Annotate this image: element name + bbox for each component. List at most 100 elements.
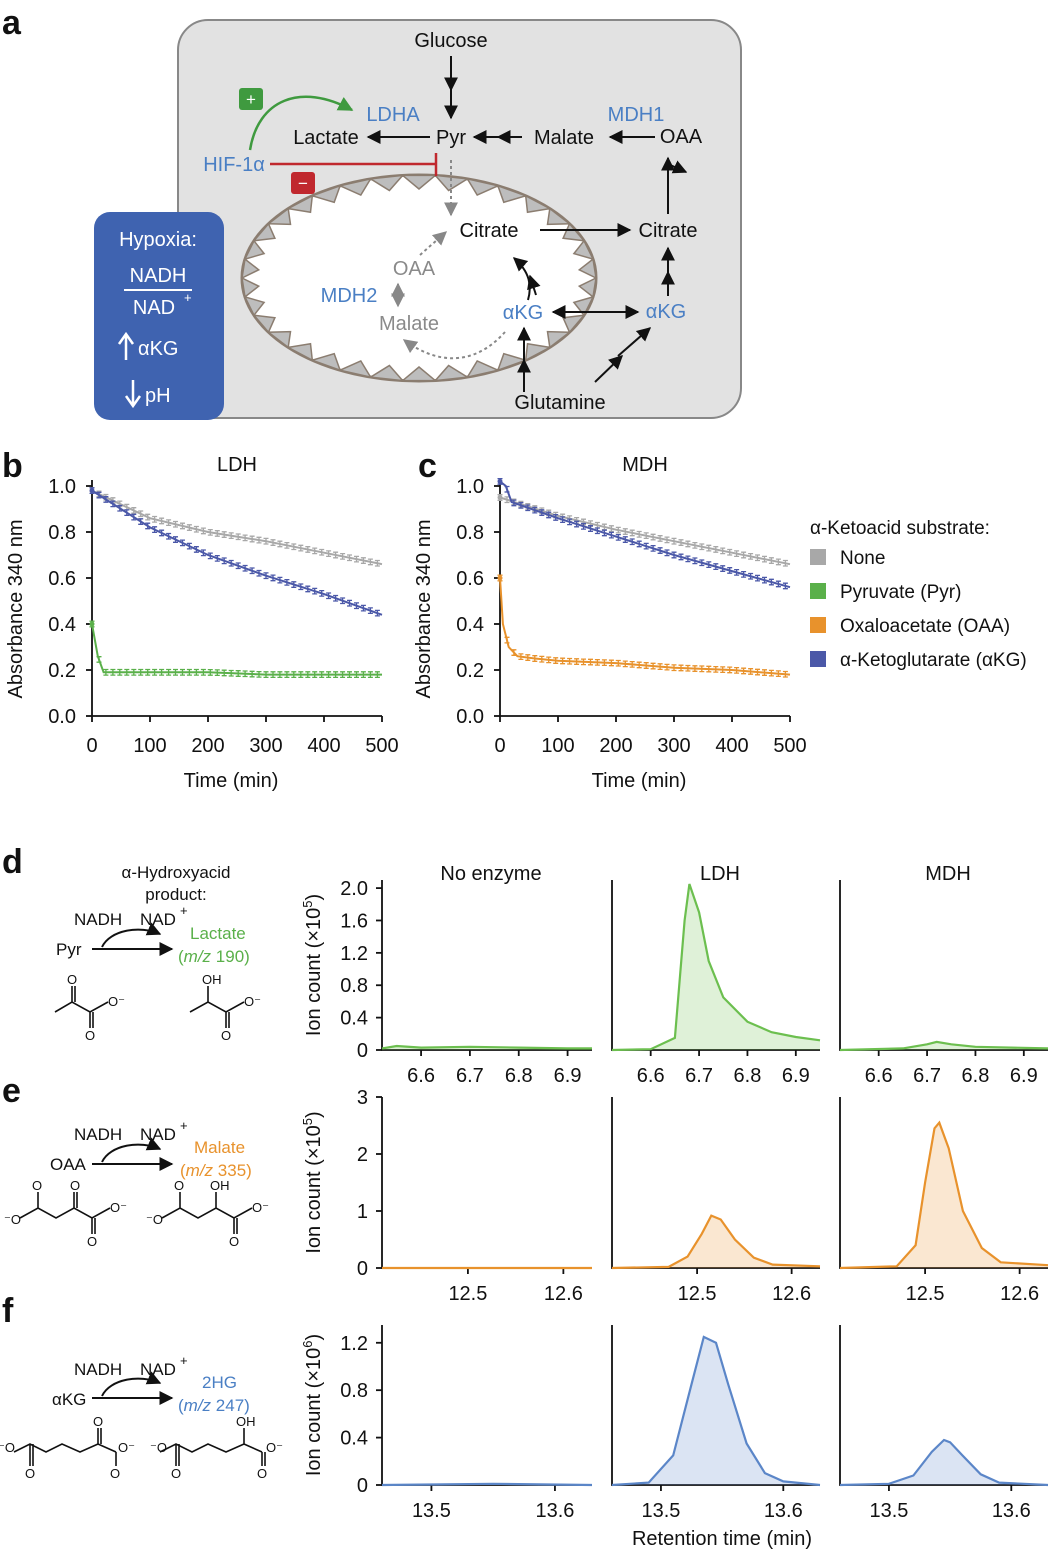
y-tick-label: 0.6 [456, 568, 484, 590]
error-bar [678, 553, 684, 561]
error-bar [186, 542, 192, 550]
chromatogram-panel: 0 0.4 0.8 1.2 13.5 13.6 [340, 1325, 593, 1522]
error-bar [159, 668, 165, 676]
error-bar [207, 552, 213, 560]
error-bar [699, 559, 705, 567]
atom-o: O [85, 1028, 95, 1043]
hypoxia-akg: αKG [138, 338, 178, 360]
atom-o-minus: O⁻ [110, 1200, 127, 1215]
error-bar [629, 538, 635, 546]
y-tick-label: 0.4 [340, 1008, 368, 1030]
y-tick-label: 0 [357, 1258, 368, 1280]
error-bar [186, 524, 192, 531]
error-bar [574, 658, 580, 665]
error-bar [518, 501, 524, 509]
y-tick-label: 0.4 [340, 1428, 368, 1450]
series-line [91, 623, 382, 676]
data-point [497, 478, 503, 484]
error-bar [748, 668, 754, 675]
chart-d: Ion count (×105)00.40.81.21.62.06.6 6.7 6.… [300, 863, 1049, 1087]
error-bar [574, 520, 580, 528]
error-bar [200, 549, 206, 557]
rxn-f-nadh: NADH [74, 1360, 122, 1379]
error-bar [256, 670, 262, 678]
error-bar [138, 668, 144, 676]
atom-o-minus: O⁻ [118, 1440, 135, 1455]
y-tick-label: 0 [357, 1475, 368, 1497]
label-malate-cyto: Malate [534, 127, 594, 149]
error-bar [256, 569, 262, 577]
x-tick-label: 13.5 [412, 1500, 451, 1522]
legend-swatch-none [810, 549, 826, 565]
error-bar [152, 668, 158, 676]
error-bar [360, 557, 366, 564]
error-bar [720, 565, 726, 572]
atom-o: O [171, 1466, 181, 1481]
error-bar [678, 664, 684, 672]
y-tick-label: 0.2 [456, 660, 484, 682]
chromatogram-panel: 6.6 6.7 6.8 6.9 MDH [839, 863, 1049, 1087]
atom-o: O [257, 1466, 267, 1481]
atom-minus-o: ⁻O [150, 1440, 167, 1455]
error-bar [110, 500, 116, 508]
peak-area [612, 1215, 820, 1268]
axis-lines [91, 480, 382, 717]
error-bar [546, 656, 552, 664]
error-bar [228, 669, 234, 677]
error-bar [671, 664, 677, 672]
atom-o: O [70, 1178, 80, 1193]
error-bar [567, 518, 573, 526]
x-tick-label: 100 [133, 735, 166, 757]
error-bar [748, 572, 754, 580]
error-bar [263, 537, 269, 545]
rxn-d-nad-sup: + [180, 903, 188, 918]
error-bar [782, 670, 788, 678]
y-tick-label: 1 [357, 1201, 368, 1223]
x-tick-label: 12.6 [1000, 1283, 1039, 1305]
x-tick-label: 6.9 [1010, 1065, 1038, 1087]
error-bar [608, 525, 614, 533]
error-bar [762, 555, 767, 563]
chromatogram-panel: 0 0.4 0.8 1.2 1.6 2.0 6.6 6.7 6.8 6.9 No enzyme [340, 863, 592, 1087]
crista [241, 276, 261, 299]
error-bar [706, 544, 712, 552]
error-bar [180, 668, 185, 676]
error-bar [249, 670, 255, 678]
rxn-d-mz: (m/z 190) [178, 947, 250, 966]
y-axis-label: Absorbance 340 nm [413, 519, 435, 698]
label-lactate: Lactate [293, 127, 359, 149]
error-bar [601, 529, 607, 537]
mitochondrion [240, 173, 598, 383]
error-bar [124, 668, 130, 676]
y-tick-label: 1.6 [340, 910, 368, 932]
panel-label-a: a [2, 4, 22, 42]
error-bar [347, 599, 352, 607]
error-bar [242, 670, 248, 678]
error-bar [367, 671, 373, 679]
error-bar [249, 535, 255, 543]
error-bar [173, 520, 178, 528]
rxn-f-nad: NAD [140, 1360, 176, 1379]
panel-label-b: b [2, 447, 23, 485]
x-tick-label: 6.6 [637, 1065, 665, 1087]
x-tick-label: 12.5 [448, 1283, 487, 1305]
hypoxia-ph: pH [145, 385, 171, 407]
error-bar [532, 655, 538, 662]
error-bar [727, 666, 733, 674]
error-bar [706, 561, 712, 569]
error-bar [768, 669, 774, 677]
y-tick-label: 0.8 [340, 975, 368, 997]
error-bar [699, 665, 705, 673]
panel-label-e: e [2, 1072, 21, 1110]
error-bar [504, 485, 510, 493]
crista [496, 184, 529, 204]
error-bar [347, 554, 352, 562]
trace-line [839, 1438, 1049, 1487]
y-tick-label: 0.8 [456, 522, 484, 544]
error-bar [622, 536, 628, 543]
error-bar [347, 671, 352, 679]
label-mdh2: MDH2 [321, 285, 378, 307]
label-oaa-mito: OAA [393, 258, 436, 280]
error-bar [228, 559, 234, 567]
mito-dotted-arrows [391, 160, 506, 360]
